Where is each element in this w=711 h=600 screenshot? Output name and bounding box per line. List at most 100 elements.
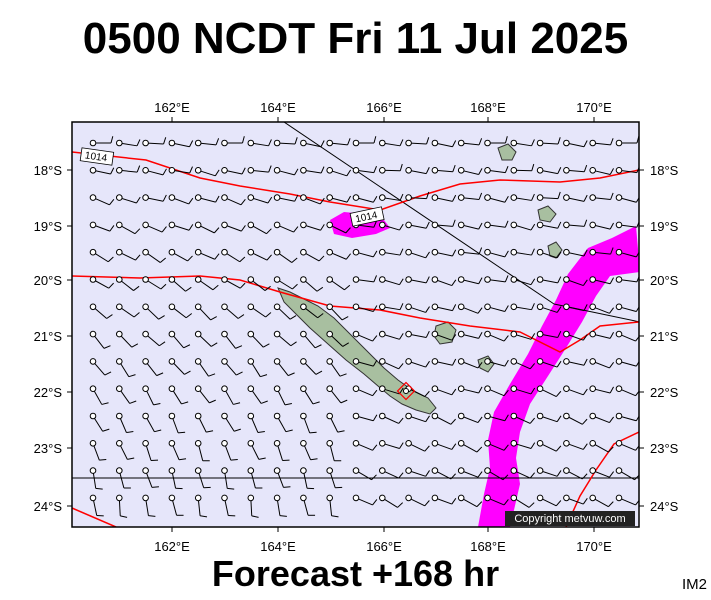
wind-barb [326, 358, 347, 377]
wind-barb [536, 137, 561, 147]
wind-barb [563, 139, 588, 148]
wind-barb [484, 194, 509, 203]
wind-barb [457, 138, 483, 147]
wind-barb [431, 164, 456, 174]
wind-barb [326, 303, 349, 321]
wind-barb [273, 167, 299, 176]
wind-barb [431, 276, 457, 287]
wind-barb [484, 440, 509, 451]
land-layer [277, 143, 563, 415]
wind-barb [273, 221, 299, 233]
copyright-text: Copyright metvuw.com [514, 513, 625, 525]
wind-barb [510, 276, 536, 286]
wind-barb [510, 193, 535, 201]
wind-barb [379, 467, 404, 479]
wind-barb [589, 303, 615, 314]
wind-barb [326, 440, 342, 462]
isobar-label-box: 1014 [349, 206, 385, 227]
wind-barb [168, 440, 187, 461]
wind-barb [116, 385, 137, 404]
wind-barb [589, 440, 614, 453]
wind-barb [326, 194, 352, 203]
wind-barb [536, 358, 562, 368]
wind-barb [221, 467, 235, 490]
wind-barb [142, 440, 159, 461]
wind-barb [431, 139, 457, 148]
wind-barb [273, 358, 295, 377]
wind-barb [510, 440, 536, 450]
wind-barb [273, 330, 297, 347]
wind-barb [116, 440, 135, 460]
wind-barb [300, 385, 320, 405]
wind-barb [273, 137, 298, 147]
wind-barb [116, 248, 141, 261]
wind-barb [247, 194, 273, 204]
wind-barb [247, 221, 272, 235]
wind-barb [510, 358, 536, 370]
wind-barb [484, 275, 509, 283]
wind-barb [89, 412, 110, 432]
wind-barb [379, 139, 404, 147]
lat-label-right: 20°S [650, 273, 679, 288]
wind-barb [168, 494, 184, 516]
wind-barb [116, 358, 136, 378]
wind-barb [221, 330, 243, 349]
wind-barb [300, 276, 324, 292]
wind-barb [379, 248, 404, 256]
wind-barb [300, 494, 316, 516]
wind-barb [352, 166, 377, 174]
wind-barb [89, 194, 115, 206]
wind-barb [379, 163, 403, 174]
isobar-line [72, 507, 117, 527]
wind-barb [168, 385, 189, 405]
wind-barb [484, 467, 509, 481]
wind-barb [589, 192, 614, 201]
wind-barb [352, 330, 378, 342]
wind-barb [168, 330, 191, 349]
wind-barb [510, 330, 536, 340]
wind-barb [457, 412, 483, 424]
wind-barb [563, 385, 588, 396]
wind-barb [273, 467, 291, 488]
lat-label-left: 19°S [34, 219, 63, 234]
wind-barb [247, 139, 272, 147]
wind-barb [142, 276, 167, 290]
wind-barb [536, 330, 562, 338]
wind-barb [116, 194, 141, 204]
wind-barb [300, 358, 323, 375]
isobar-label: 1014 [84, 150, 108, 164]
wind-barb [89, 440, 107, 461]
wind-barb [273, 303, 297, 320]
wind-barb [563, 248, 588, 257]
wind-barb [89, 136, 114, 147]
wind-barb [221, 358, 243, 376]
wind-barbs [89, 136, 639, 518]
wind-barb [615, 385, 639, 397]
wind-barb [247, 467, 263, 489]
wind-barb [247, 412, 265, 434]
wind-barb [142, 194, 167, 202]
wind-barb [352, 275, 377, 283]
wind-barb [221, 194, 246, 206]
lat-label-left: 18°S [34, 163, 63, 178]
lat-label-left: 23°S [34, 441, 63, 456]
wind-barb [89, 221, 115, 232]
island-vanuatu-north [497, 143, 517, 161]
wind-barb [142, 167, 167, 176]
wind-barb [589, 276, 614, 285]
wind-barb [194, 467, 211, 489]
wind-barb [379, 440, 404, 450]
wind-barb [300, 248, 325, 262]
wind-barb [300, 221, 325, 231]
wind-barb [510, 467, 536, 479]
wind-barb [405, 167, 430, 175]
wind-barb [405, 137, 430, 147]
wind-barb [142, 303, 165, 320]
island-vanuatu-south [547, 241, 563, 259]
wind-barb [300, 412, 317, 434]
wind-barb [589, 467, 615, 478]
wind-barb [194, 494, 208, 518]
wind-barb [326, 412, 345, 433]
wind-barb [194, 276, 219, 291]
lon-label-bottom: 164°E [260, 539, 296, 554]
